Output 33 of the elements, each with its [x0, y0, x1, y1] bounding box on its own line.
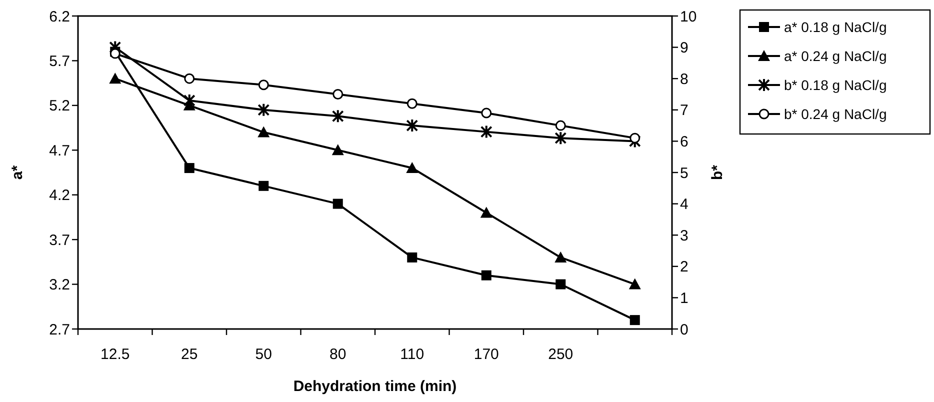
- y2-tick-label: 9: [680, 40, 688, 57]
- x-tick-label: 50: [255, 346, 272, 363]
- y2-tick-label: 10: [680, 8, 697, 26]
- y-tick-label: 3.7: [49, 232, 70, 249]
- y2-tick-label: 4: [680, 196, 688, 214]
- x-tick-label: 80: [330, 346, 346, 363]
- y-tick-label: 3.2: [49, 276, 70, 294]
- y2-tick-label: 6: [680, 133, 688, 150]
- y2-tick-label: 5: [680, 164, 688, 182]
- y-tick-label: 2.7: [49, 321, 70, 338]
- y2-tick-label: 8: [680, 70, 688, 88]
- y2-tick-label: 7: [680, 102, 688, 120]
- legend-label: a* 0.18 g NaCl/g: [784, 18, 887, 35]
- y2-tick-label: 2: [680, 258, 688, 276]
- y2-tick-label: 3: [680, 227, 688, 244]
- y-tick-label: 4.7: [49, 142, 70, 160]
- y-tick-label: 4.2: [49, 187, 70, 204]
- y2-tick-label: 0: [680, 321, 688, 338]
- y2-tick-label: 1: [680, 290, 688, 307]
- x-tick-label: 12.5: [100, 346, 130, 363]
- y-tick-label: 5.7: [49, 52, 70, 70]
- y2-axis-title: b*: [709, 164, 726, 180]
- x-axis-title: Dehydration time (min): [293, 378, 457, 395]
- legend-label: b* 0.24 g NaCl/g: [784, 106, 887, 122]
- x-tick-label: 250: [548, 346, 574, 363]
- y-tick-label: 6.2: [49, 8, 70, 26]
- x-tick-label: 110: [400, 346, 424, 363]
- legend-label: a* 0.24 g NaCl/g: [784, 48, 887, 64]
- y-axis-title: a*: [9, 165, 26, 180]
- y-tick-label: 5.2: [49, 98, 70, 115]
- legend-label: b* 0.18 g NaCl/g: [784, 76, 887, 93]
- x-tick-label: 25: [181, 346, 198, 363]
- x-tick-label: 170: [474, 346, 499, 363]
